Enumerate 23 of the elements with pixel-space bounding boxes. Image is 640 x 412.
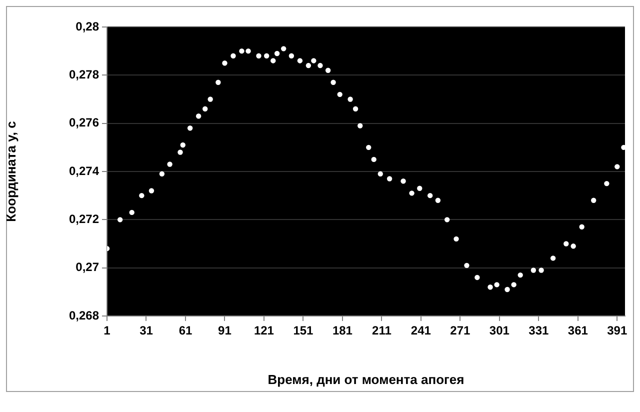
x-tick-label: 211 bbox=[372, 324, 392, 338]
y-tick-label: 0,276 bbox=[68, 116, 100, 130]
x-tick-label: 331 bbox=[528, 324, 549, 338]
x-tick-label: 121 bbox=[254, 324, 274, 338]
y-tick-label: 0,274 bbox=[68, 164, 100, 178]
x-tick-label: 301 bbox=[489, 324, 510, 338]
x-tick-label: 391 bbox=[607, 324, 628, 338]
x-tick-label: 271 bbox=[450, 324, 471, 338]
y-tick-label: 0,278 bbox=[68, 67, 100, 82]
y-tick-label: 0,268 bbox=[68, 308, 100, 322]
x-tick-label: 91 bbox=[218, 324, 232, 338]
y-tick-label: 0,28 bbox=[76, 19, 100, 34]
y-tick-label: 0,27 bbox=[76, 260, 100, 274]
x-tick-label: 361 bbox=[568, 324, 588, 338]
y-tick-label: 0,272 bbox=[68, 212, 100, 226]
x-tick-label: 241 bbox=[410, 324, 432, 338]
x-tick-label: 151 bbox=[293, 324, 314, 338]
y-axis-title: Координата y, с bbox=[3, 121, 18, 222]
x-tick-label: 61 bbox=[178, 324, 192, 338]
x-tick-label: 1 bbox=[104, 324, 111, 338]
x-tick-label: 31 bbox=[140, 324, 154, 338]
x-axis-title: Время, дни от момента апогея bbox=[268, 372, 464, 387]
x-tick-label: 181 bbox=[332, 324, 353, 338]
